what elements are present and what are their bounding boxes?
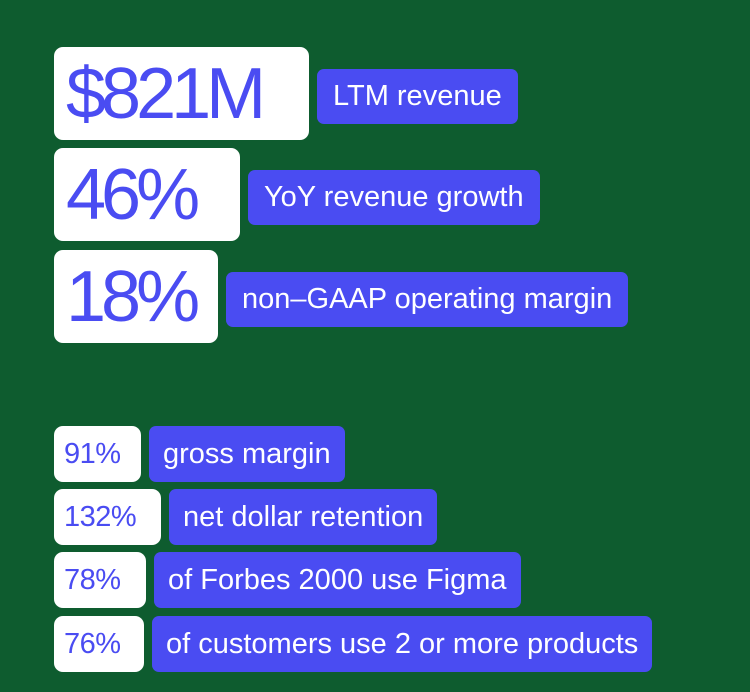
stat-label: LTM revenue xyxy=(317,69,518,124)
stat-multi-product: 76% of customers use 2 or more products xyxy=(54,616,653,672)
stat-label: of customers use 2 or more products xyxy=(152,616,653,672)
stat-operating-margin: 18% non–GAAP operating margin xyxy=(54,250,629,343)
stat-value: 132% xyxy=(54,489,161,545)
stat-value: $821M xyxy=(54,47,309,140)
stat-yoy-growth: 46% YoY revenue growth xyxy=(54,148,540,241)
stat-label: of Forbes 2000 use Figma xyxy=(154,552,521,608)
stat-value: 91% xyxy=(54,426,141,482)
stat-label: gross margin xyxy=(149,426,345,482)
stat-value: 78% xyxy=(54,552,146,608)
stat-net-dollar-retention: 132% net dollar retention xyxy=(54,489,438,545)
stat-label: non–GAAP operating margin xyxy=(226,272,629,327)
stat-forbes-2000: 78% of Forbes 2000 use Figma xyxy=(54,552,521,608)
stat-value: 76% xyxy=(54,616,144,672)
stat-value: 18% xyxy=(54,250,218,343)
stat-label: YoY revenue growth xyxy=(248,170,540,225)
stat-value: 46% xyxy=(54,148,240,241)
stat-gross-margin: 91% gross margin xyxy=(54,426,345,482)
stat-ltm-revenue: $821M LTM revenue xyxy=(54,47,518,140)
stat-label: net dollar retention xyxy=(169,489,438,545)
